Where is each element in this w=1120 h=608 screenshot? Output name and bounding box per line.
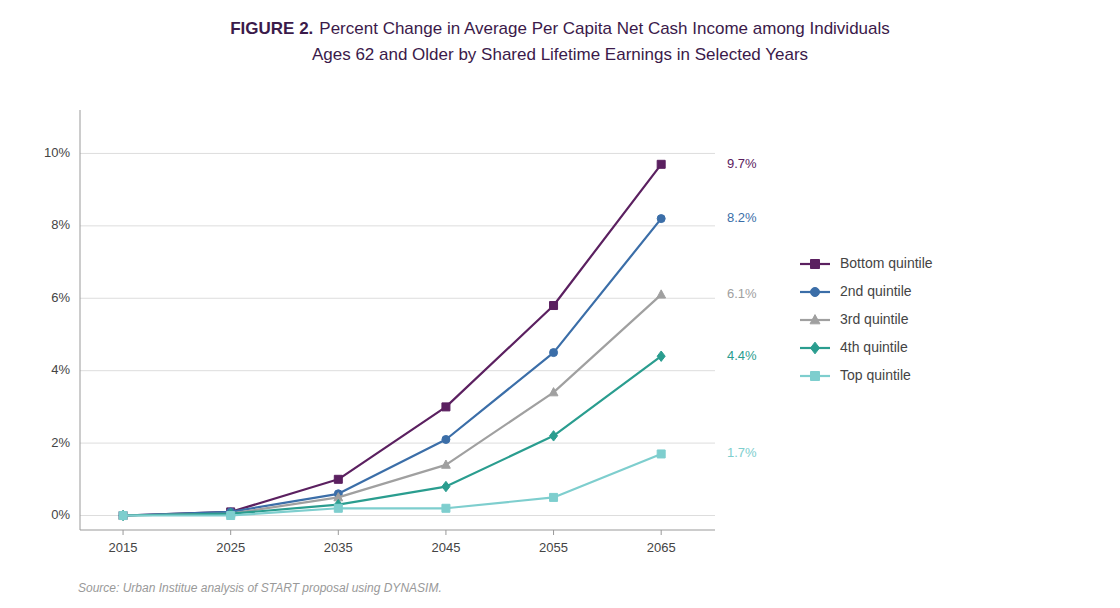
series-line xyxy=(123,164,661,515)
point xyxy=(442,504,450,512)
point xyxy=(119,510,127,520)
x-tick-label: 2045 xyxy=(431,540,460,555)
point xyxy=(334,475,342,483)
point xyxy=(550,493,558,501)
axes: 0% 2% 4% 6% 8% 10% 2015 2025 2035 2045 2055 2065 xyxy=(44,110,715,555)
point xyxy=(442,403,450,411)
grid-line xyxy=(80,225,715,226)
legend-marker xyxy=(811,372,820,381)
legend-marker xyxy=(811,260,820,269)
series-line xyxy=(123,454,661,516)
end-label: 9.7% xyxy=(727,156,757,171)
point xyxy=(119,511,128,519)
y-tick-label: 6% xyxy=(51,290,70,305)
legend-label: Top quintile xyxy=(840,367,911,383)
point xyxy=(657,160,665,168)
end-labels: 9.7% 8.2% 6.1% 4.4% 1.7% xyxy=(727,156,757,461)
y-tick-label: 2% xyxy=(51,435,70,450)
x-tick xyxy=(661,530,662,535)
grid-line xyxy=(80,443,715,444)
x-tick xyxy=(123,530,124,535)
point xyxy=(657,215,665,223)
point xyxy=(334,504,342,512)
series-line xyxy=(123,356,661,515)
point xyxy=(550,302,558,310)
end-label: 6.1% xyxy=(727,286,757,301)
title-line2: Ages 62 and Older by Shared Lifetime Ear… xyxy=(312,45,808,64)
chart-svg: FIGURE 2. Percent Change in Average Per C… xyxy=(0,0,1120,608)
legend-label: 4th quintile xyxy=(840,339,908,355)
title: FIGURE 2. Percent Change in Average Per C… xyxy=(230,19,890,38)
grid-line xyxy=(80,153,715,154)
point xyxy=(227,512,235,520)
x-tick xyxy=(338,530,339,535)
x-tick-label: 2015 xyxy=(109,540,138,555)
point xyxy=(227,509,235,519)
point xyxy=(119,512,127,520)
x-tick xyxy=(553,530,554,535)
x-axis-line xyxy=(80,530,715,531)
y-tick-label: 0% xyxy=(51,507,70,522)
point xyxy=(442,481,450,491)
grid-line xyxy=(80,370,715,371)
point xyxy=(657,290,666,298)
point xyxy=(119,512,127,520)
y-tick-label: 4% xyxy=(51,362,70,377)
x-tick-label: 2025 xyxy=(216,540,245,555)
source-note: Source: Urban Institue analysis of START… xyxy=(78,581,442,595)
x-tick-label: 2065 xyxy=(647,540,676,555)
legend: Bottom quintile 2nd quintile 3rd quintile 4… xyxy=(800,255,933,383)
legend-label: 3rd quintile xyxy=(840,311,909,327)
chart-container: FIGURE 2. Percent Change in Average Per C… xyxy=(0,0,1120,608)
x-tick xyxy=(445,530,446,535)
title-line1: Percent Change in Average Per Capita Net… xyxy=(319,19,889,38)
y-axis-line xyxy=(80,110,81,530)
x-tick-label: 2035 xyxy=(324,540,353,555)
point xyxy=(442,435,450,443)
point xyxy=(550,349,558,357)
legend-label: 2nd quintile xyxy=(840,283,912,299)
grid-line xyxy=(80,298,715,299)
y-tick-label: 8% xyxy=(51,217,70,232)
point xyxy=(657,351,665,361)
data-area xyxy=(119,160,666,520)
point xyxy=(549,388,558,396)
point xyxy=(657,450,665,458)
end-label: 8.2% xyxy=(727,210,757,225)
point xyxy=(119,512,127,520)
point xyxy=(442,460,451,468)
x-tick xyxy=(230,530,231,535)
legend-marker xyxy=(810,315,820,324)
end-label: 1.7% xyxy=(727,445,757,460)
end-label: 4.4% xyxy=(727,348,757,363)
title-bold: FIGURE 2. xyxy=(230,19,313,38)
legend-label: Bottom quintile xyxy=(840,255,933,271)
series-line xyxy=(123,219,661,516)
point xyxy=(550,431,558,441)
legend-marker xyxy=(811,288,820,297)
legend-marker xyxy=(811,342,820,354)
series-line xyxy=(123,295,661,516)
x-tick-label: 2055 xyxy=(539,540,568,555)
y-tick-label: 10% xyxy=(44,145,70,160)
